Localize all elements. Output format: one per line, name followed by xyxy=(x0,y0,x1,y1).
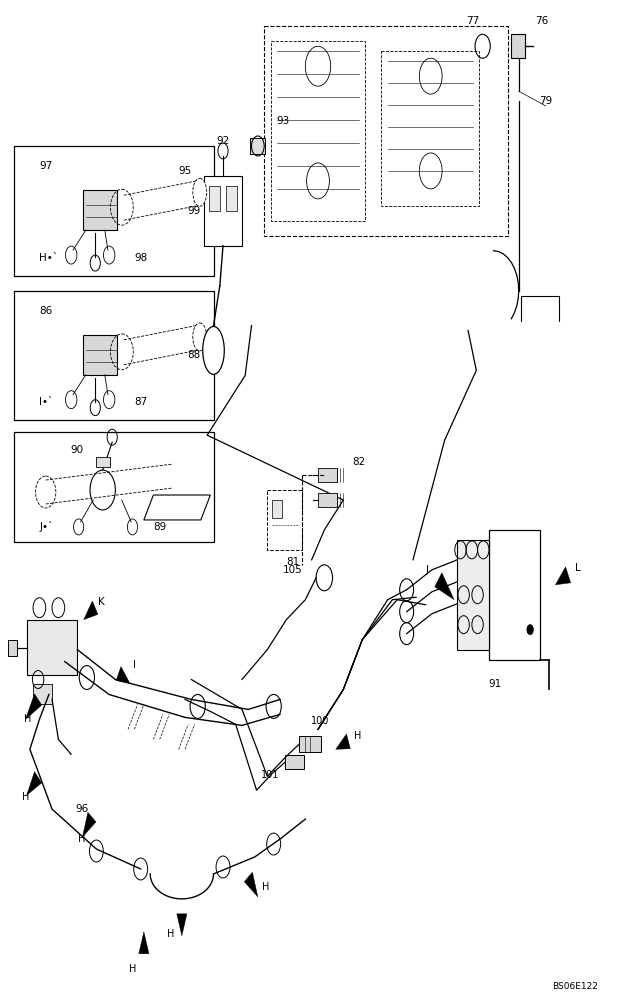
Bar xyxy=(272,500,282,518)
Polygon shape xyxy=(555,567,570,585)
Text: I: I xyxy=(133,660,136,670)
Bar xyxy=(511,34,525,58)
Polygon shape xyxy=(25,694,42,719)
Text: 86: 86 xyxy=(39,306,53,316)
Bar xyxy=(318,493,337,507)
Text: 79: 79 xyxy=(539,96,553,106)
Bar xyxy=(14,291,214,420)
Text: 91: 91 xyxy=(488,679,502,689)
Text: 96: 96 xyxy=(76,804,89,814)
Text: H•`: H•` xyxy=(39,253,59,263)
Bar xyxy=(97,457,110,467)
Bar xyxy=(299,736,321,752)
Text: 98: 98 xyxy=(134,253,148,263)
Text: H: H xyxy=(167,929,175,939)
Text: K: K xyxy=(98,597,105,607)
Text: 93: 93 xyxy=(277,116,290,126)
Text: 82: 82 xyxy=(352,457,366,467)
Bar xyxy=(226,186,237,211)
Text: 105: 105 xyxy=(283,565,303,575)
Polygon shape xyxy=(84,601,98,620)
Text: 90: 90 xyxy=(71,445,84,455)
Text: H: H xyxy=(24,714,32,724)
Text: 99: 99 xyxy=(188,206,201,216)
Bar xyxy=(267,490,302,550)
Ellipse shape xyxy=(193,178,207,206)
Text: H: H xyxy=(22,792,29,802)
Ellipse shape xyxy=(193,323,207,351)
Text: H: H xyxy=(78,834,85,844)
Polygon shape xyxy=(139,932,149,954)
Text: 97: 97 xyxy=(39,161,53,171)
Polygon shape xyxy=(177,914,187,936)
Text: 95: 95 xyxy=(179,166,191,176)
Bar xyxy=(14,432,214,542)
Bar xyxy=(382,51,480,206)
Bar xyxy=(204,176,242,246)
Text: 87: 87 xyxy=(134,397,148,407)
Text: J: J xyxy=(425,565,429,575)
Bar xyxy=(83,335,118,375)
Text: 76: 76 xyxy=(535,16,548,26)
Text: H: H xyxy=(354,731,361,741)
Bar xyxy=(209,186,221,211)
Bar xyxy=(489,530,539,660)
Polygon shape xyxy=(27,772,42,795)
Bar xyxy=(285,755,304,769)
Bar xyxy=(33,684,52,704)
Bar xyxy=(83,190,118,230)
Polygon shape xyxy=(83,812,96,837)
Text: 92: 92 xyxy=(216,136,230,146)
Text: J•`: J•` xyxy=(39,521,53,532)
Bar xyxy=(457,540,489,650)
Bar xyxy=(14,146,214,276)
Polygon shape xyxy=(244,872,258,897)
Ellipse shape xyxy=(203,326,225,374)
Text: 101: 101 xyxy=(261,770,280,780)
Bar xyxy=(27,620,78,675)
Text: 81: 81 xyxy=(286,557,300,567)
Text: 100: 100 xyxy=(312,716,329,726)
Text: 89: 89 xyxy=(153,522,167,532)
Text: H: H xyxy=(129,964,137,974)
Text: 88: 88 xyxy=(188,350,201,360)
Polygon shape xyxy=(336,734,350,749)
Text: 77: 77 xyxy=(467,16,480,26)
Bar xyxy=(8,640,17,656)
Ellipse shape xyxy=(167,463,177,489)
Polygon shape xyxy=(144,495,211,520)
Polygon shape xyxy=(435,573,454,600)
Bar xyxy=(250,138,265,154)
Bar xyxy=(318,468,337,482)
Polygon shape xyxy=(116,667,130,683)
Text: L: L xyxy=(575,563,581,573)
Bar xyxy=(264,26,508,236)
Text: I•`: I•` xyxy=(39,397,53,407)
Bar xyxy=(270,41,366,221)
Text: BS06E122: BS06E122 xyxy=(552,982,598,991)
Text: H: H xyxy=(263,882,270,892)
Circle shape xyxy=(527,625,534,635)
